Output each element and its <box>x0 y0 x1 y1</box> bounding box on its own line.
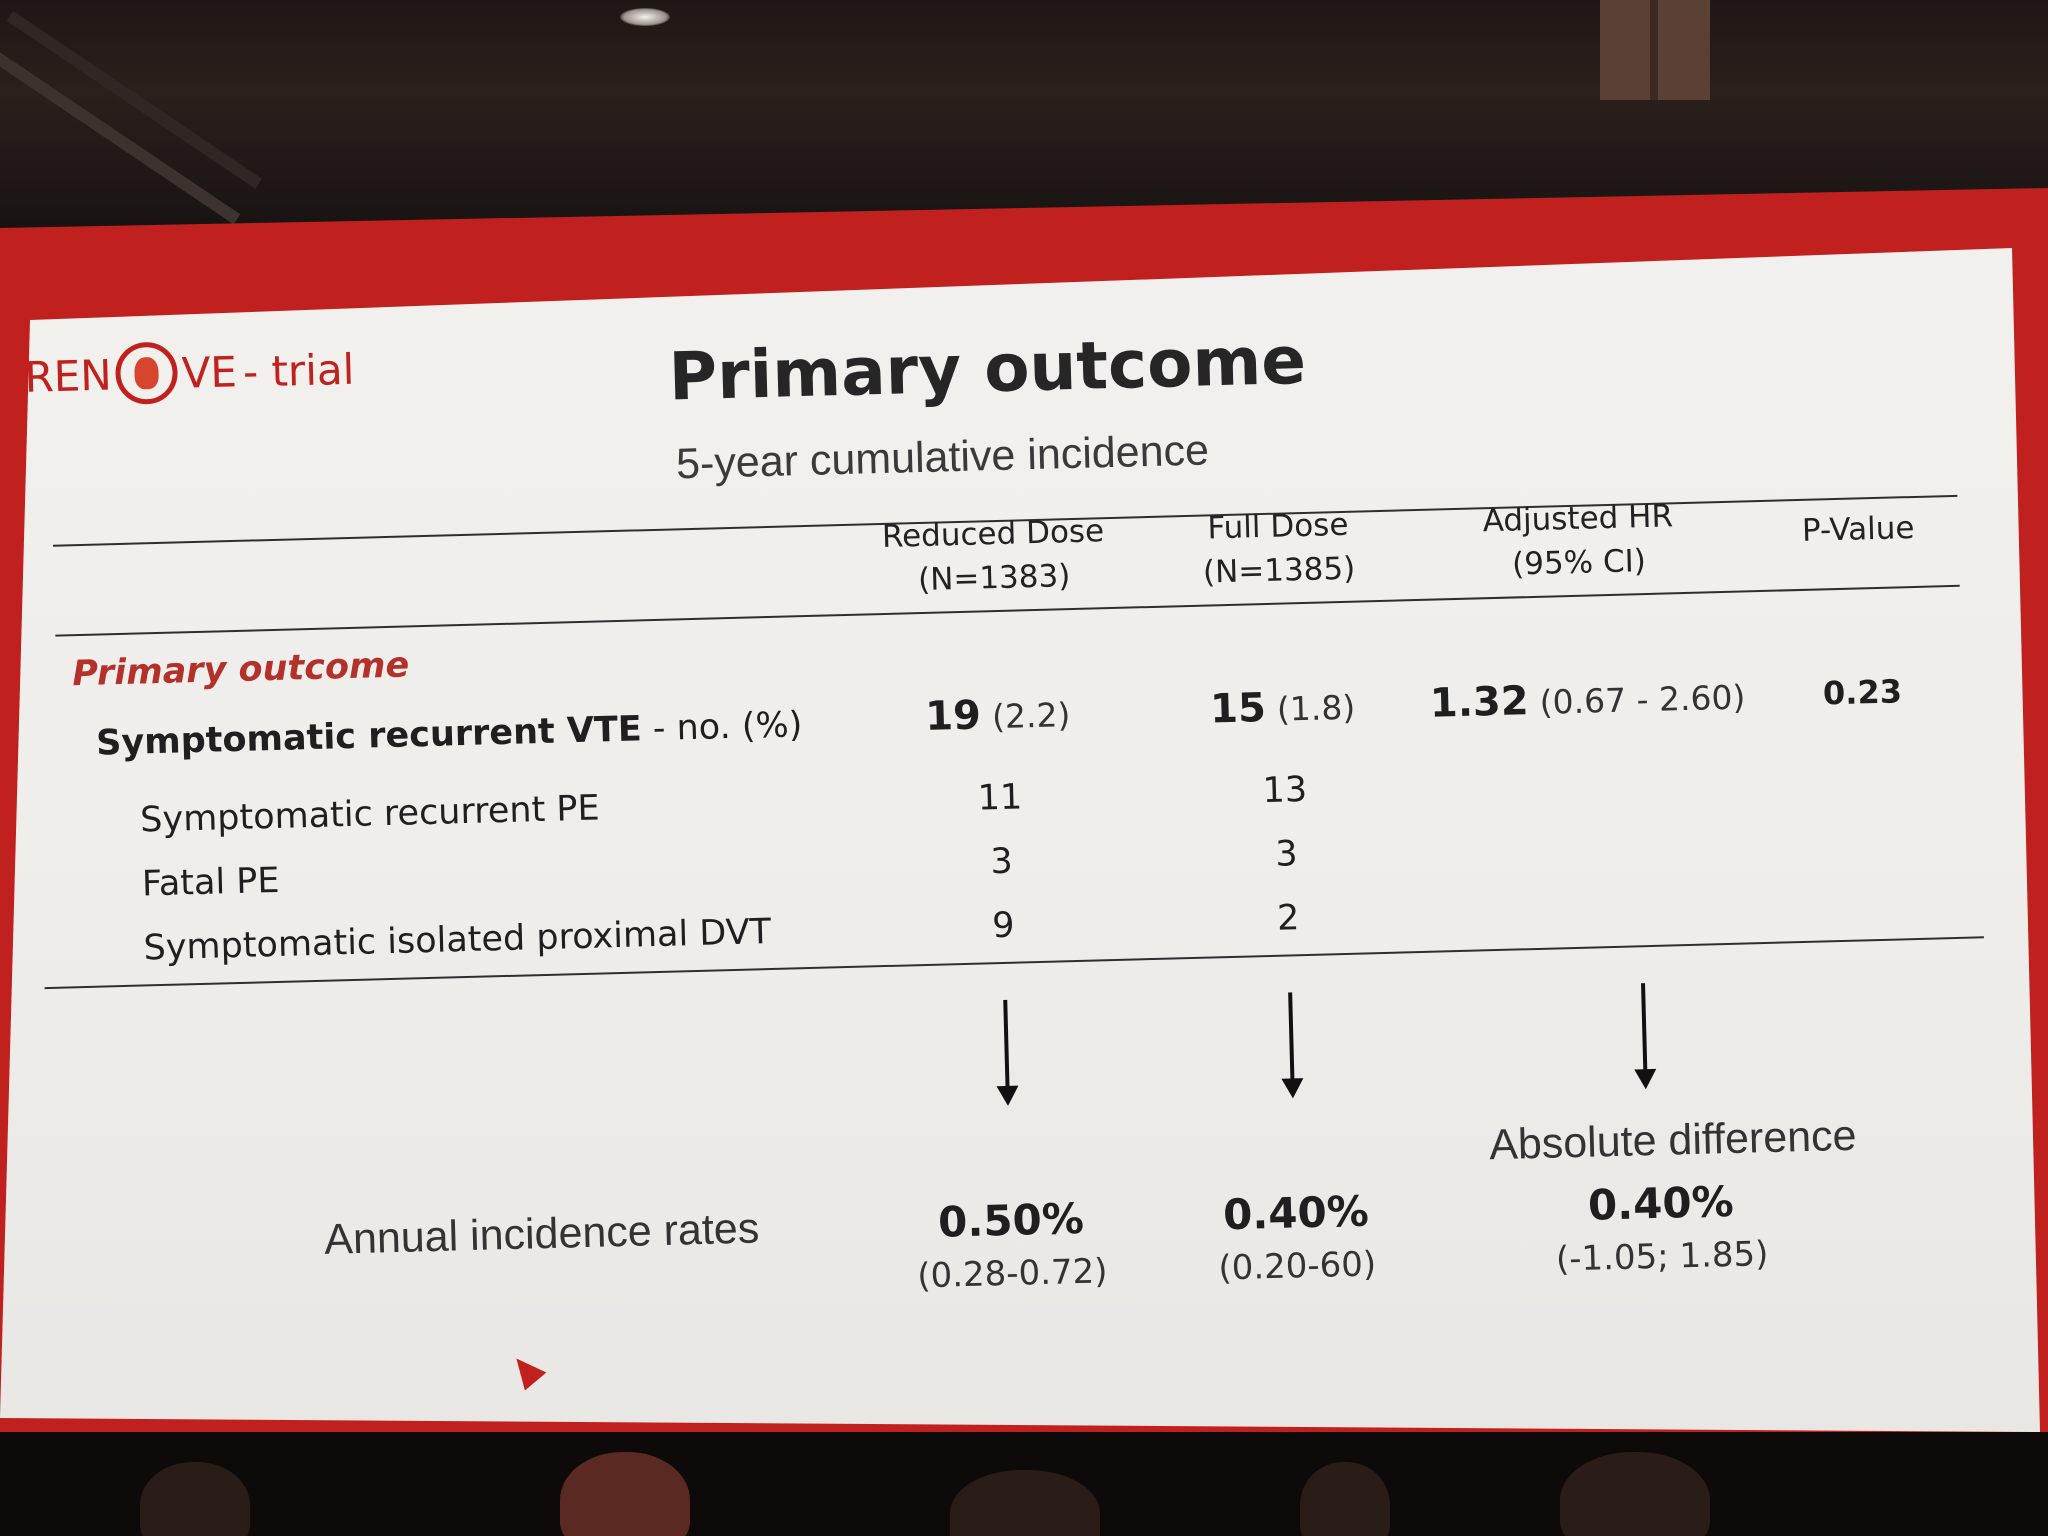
audience-head <box>1300 1462 1390 1536</box>
row-label-fatal-pe: Fatal PE <box>141 860 281 905</box>
column-header-line: (N=1385) <box>1202 550 1356 591</box>
cell-reduced-fatal-pe: 3 <box>989 841 1014 883</box>
cell-percent: (2.2) <box>991 695 1071 737</box>
cell-percent: (1.8) <box>1276 687 1356 729</box>
annual-incidence-label: Annual incidence rates <box>323 1204 760 1264</box>
absolute-difference-label: Absolute difference <box>1488 1111 1858 1170</box>
row-label-recurrent-pe: Symptomatic recurrent PE <box>139 788 601 841</box>
logo-text-left: REN <box>23 350 113 402</box>
column-header-line: (95% CI) <box>1511 543 1647 583</box>
row-label-proximal-dvt: Symptomatic isolated proximal DVT <box>143 912 772 969</box>
ceiling-light <box>620 8 670 26</box>
row-label-unit: - no. (%) <box>641 705 803 750</box>
cell-full-vte: 15 (1.8) <box>1157 681 1408 734</box>
column-header-line: (N=1383) <box>917 558 1071 599</box>
rate-ci-full-dose: (0.20-60) <box>1217 1244 1377 1289</box>
rate-full-dose: 0.40% <box>1222 1186 1370 1240</box>
cell-value: 19 <box>924 692 982 740</box>
cell-full-recurrent-pe: 13 <box>1262 769 1308 812</box>
column-header-line: Reduced Dose <box>881 513 1105 555</box>
cell-value: 0.23 <box>1822 672 1903 713</box>
arrow-down-icon <box>1003 999 1010 1088</box>
audience-silhouettes <box>0 1432 2048 1536</box>
audience-head <box>950 1470 1100 1536</box>
logo-separator: - trial <box>242 344 355 397</box>
cell-ci: (0.67 - 2.60) <box>1539 677 1746 722</box>
column-header-line: P-Value <box>1801 509 1915 549</box>
trial-logo: REN VE - trial <box>24 341 355 412</box>
row-label-text: Symptomatic recurrent VTE <box>95 709 643 764</box>
cell-reduced-proximal-dvt: 9 <box>991 905 1015 947</box>
cell-reduced-recurrent-pe: 11 <box>977 777 1023 819</box>
lungs-icon <box>114 341 179 405</box>
column-header-reduced-dose: Reduced Dose (N=1383) <box>853 508 1135 603</box>
rate-absolute-difference: 0.40% <box>1587 1176 1735 1230</box>
logo-text-right: VE <box>181 347 238 398</box>
rate-reduced-dose: 0.50% <box>937 1193 1085 1247</box>
cell-value: 1.32 <box>1429 678 1530 727</box>
column-header-adjusted-hr: Adjusted HR (95% CI) <box>1442 493 1714 588</box>
cell-full-fatal-pe: 3 <box>1274 834 1299 875</box>
slide-title: Primary outcome <box>667 321 1307 416</box>
cell-full-proximal-dvt: 2 <box>1276 898 1300 939</box>
audience-head <box>140 1462 250 1536</box>
audience-head <box>560 1452 690 1536</box>
section-label-primary-outcome: Primary outcome <box>71 645 410 695</box>
column-header-full-dose: Full Dose (N=1385) <box>1152 501 1404 596</box>
arrow-down-icon <box>1288 992 1295 1081</box>
slide-subtitle: 5-year cumulative incidence <box>675 426 1210 489</box>
column-header-line: Adjusted HR <box>1482 498 1674 540</box>
column-header-line: Full Dose <box>1207 506 1349 547</box>
cell-reduced-vte: 19 (2.2) <box>857 688 1138 741</box>
rate-ci-absolute-difference: (-1.05; 1.85) <box>1555 1234 1769 1280</box>
cell-value: 15 <box>1209 685 1267 733</box>
audience-head <box>1560 1452 1710 1536</box>
cell-p-value: 0.23 <box>1767 671 1958 714</box>
rate-ci-reduced-dose: (0.28-0.72) <box>916 1251 1109 1297</box>
row-label-recurrent-vte: Symptomatic recurrent VTE - no. (%) <box>96 705 803 763</box>
column-header-p-value: P-Value <box>1753 505 1964 554</box>
cell-adjusted-hr: 1.32 (0.67 - 2.60) <box>1417 672 1758 727</box>
ceiling-pillar <box>1600 0 1710 100</box>
arrow-down-icon <box>1641 983 1648 1072</box>
